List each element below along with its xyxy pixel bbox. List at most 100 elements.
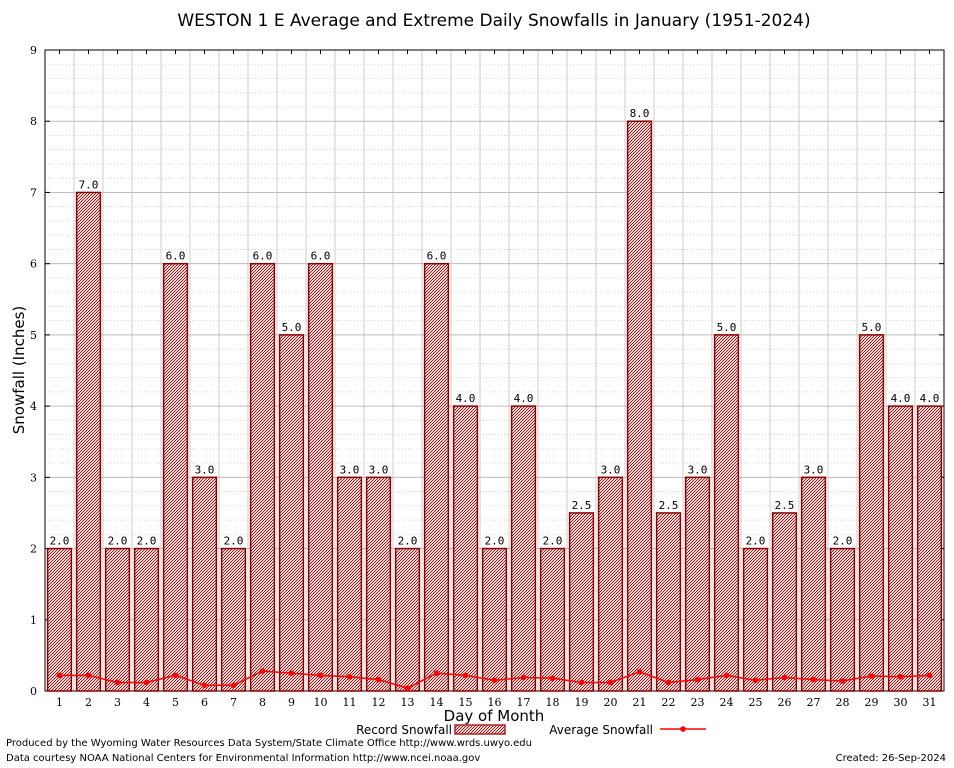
x-tick-label: 17: [517, 696, 531, 709]
bar-value-label: 7.0: [79, 178, 99, 191]
bar-value-label: 2.0: [108, 535, 128, 548]
x-tick-label: 29: [865, 696, 879, 709]
record-bar: [597, 476, 624, 692]
bar-value-label: 4.0: [920, 392, 940, 405]
legend-record-label: Record Snowfall: [356, 723, 452, 737]
average-point: [491, 677, 498, 684]
average-point: [85, 672, 92, 679]
bar-value-label: 2.0: [833, 535, 853, 548]
x-tick-label: 6: [201, 696, 208, 709]
y-tick-label: 4: [30, 400, 37, 413]
average-point: [839, 678, 846, 684]
record-bar: [916, 405, 943, 692]
record-bar: [858, 334, 885, 692]
bar-value-label: 8.0: [630, 107, 650, 120]
bar-value-label: 3.0: [369, 463, 389, 476]
bar-value-label: 6.0: [311, 250, 331, 263]
legend-average-label: Average Snowfall: [549, 723, 653, 737]
y-tick-label: 3: [30, 471, 37, 484]
y-tick-label: 5: [30, 329, 37, 342]
bar-value-label: 3.0: [688, 463, 708, 476]
footer-data-courtesy: Data courtesy NOAA National Centers for …: [6, 753, 481, 764]
record-bar: [481, 547, 508, 692]
record-bar: [365, 476, 392, 692]
record-bar: [800, 476, 827, 692]
average-point: [781, 674, 788, 681]
record-bar: [162, 262, 189, 692]
bar-value-label: 3.0: [804, 463, 824, 476]
x-tick-label: 7: [230, 696, 237, 709]
x-tick-label: 31: [923, 696, 937, 709]
bar-value-label: 2.0: [398, 535, 418, 548]
average-point: [201, 682, 208, 689]
chart-title: WESTON 1 E Average and Extreme Daily Sno…: [177, 11, 810, 31]
average-point: [694, 676, 701, 683]
y-tick-label: 9: [30, 44, 37, 57]
x-tick-label: 23: [691, 696, 705, 709]
x-tick-label: 1: [56, 696, 63, 709]
y-tick-label: 2: [30, 543, 37, 556]
footer-produced-by: Produced by the Wyoming Water Resources …: [6, 738, 532, 749]
record-bar: [104, 547, 131, 692]
bar-value-label: 5.0: [717, 321, 737, 334]
bar-value-label: 6.0: [166, 250, 186, 263]
record-bar: [829, 547, 856, 692]
y-tick-label: 7: [30, 186, 37, 199]
bar-value-label: 2.0: [485, 535, 505, 548]
record-bar: [191, 476, 218, 692]
x-tick-label: 16: [488, 696, 502, 709]
record-bar: [452, 405, 479, 692]
record-bar: [539, 547, 566, 692]
bar-value-label: 6.0: [427, 250, 447, 263]
average-point: [578, 679, 585, 686]
x-tick-label: 3: [114, 696, 121, 709]
x-tick-label: 9: [288, 696, 295, 709]
x-tick-label: 22: [662, 696, 676, 709]
bar-value-label: 3.0: [340, 463, 360, 476]
legend-average-marker: [680, 726, 686, 732]
record-bar: [713, 334, 740, 692]
average-point: [230, 682, 237, 689]
x-tick-label: 27: [807, 696, 821, 709]
x-tick-label: 11: [343, 696, 357, 709]
x-tick-label: 2: [85, 696, 92, 709]
record-bar: [568, 512, 595, 692]
record-bar: [684, 476, 711, 692]
record-bar: [423, 262, 450, 692]
bar-value-label: 5.0: [862, 321, 882, 334]
average-point: [172, 672, 179, 679]
bar-value-label: 3.0: [601, 463, 621, 476]
x-tick-label: 19: [575, 696, 589, 709]
bar-value-label: 4.0: [456, 392, 476, 405]
average-point: [288, 670, 295, 676]
average-point: [868, 673, 875, 679]
x-tick-label: 13: [401, 696, 415, 709]
average-point: [926, 672, 933, 679]
average-point: [549, 675, 556, 681]
bar-value-label: 3.0: [195, 463, 215, 476]
x-tick-label: 10: [314, 696, 328, 709]
x-tick-label: 14: [430, 696, 444, 709]
bar-value-label: 2.0: [543, 535, 563, 548]
average-point: [462, 672, 469, 679]
bar-value-label: 2.0: [137, 535, 157, 548]
average-point: [114, 679, 121, 686]
average-point: [636, 668, 643, 675]
y-tick-label: 1: [30, 614, 37, 627]
bar-value-label: 4.0: [891, 392, 911, 405]
average-point: [665, 679, 672, 686]
bar-value-label: 4.0: [514, 392, 534, 405]
average-point: [56, 672, 63, 679]
average-point: [433, 670, 440, 676]
y-tick-label: 0: [30, 685, 37, 698]
bar-value-label: 2.5: [659, 499, 679, 512]
x-tick-label: 25: [749, 696, 763, 709]
record-bars: [46, 120, 943, 692]
bar-value-label: 2.0: [746, 535, 766, 548]
bar-value-label: 2.5: [572, 499, 592, 512]
average-point: [346, 673, 353, 680]
bar-value-label: 2.0: [224, 535, 244, 548]
average-point: [143, 679, 150, 686]
record-bar: [220, 547, 247, 692]
